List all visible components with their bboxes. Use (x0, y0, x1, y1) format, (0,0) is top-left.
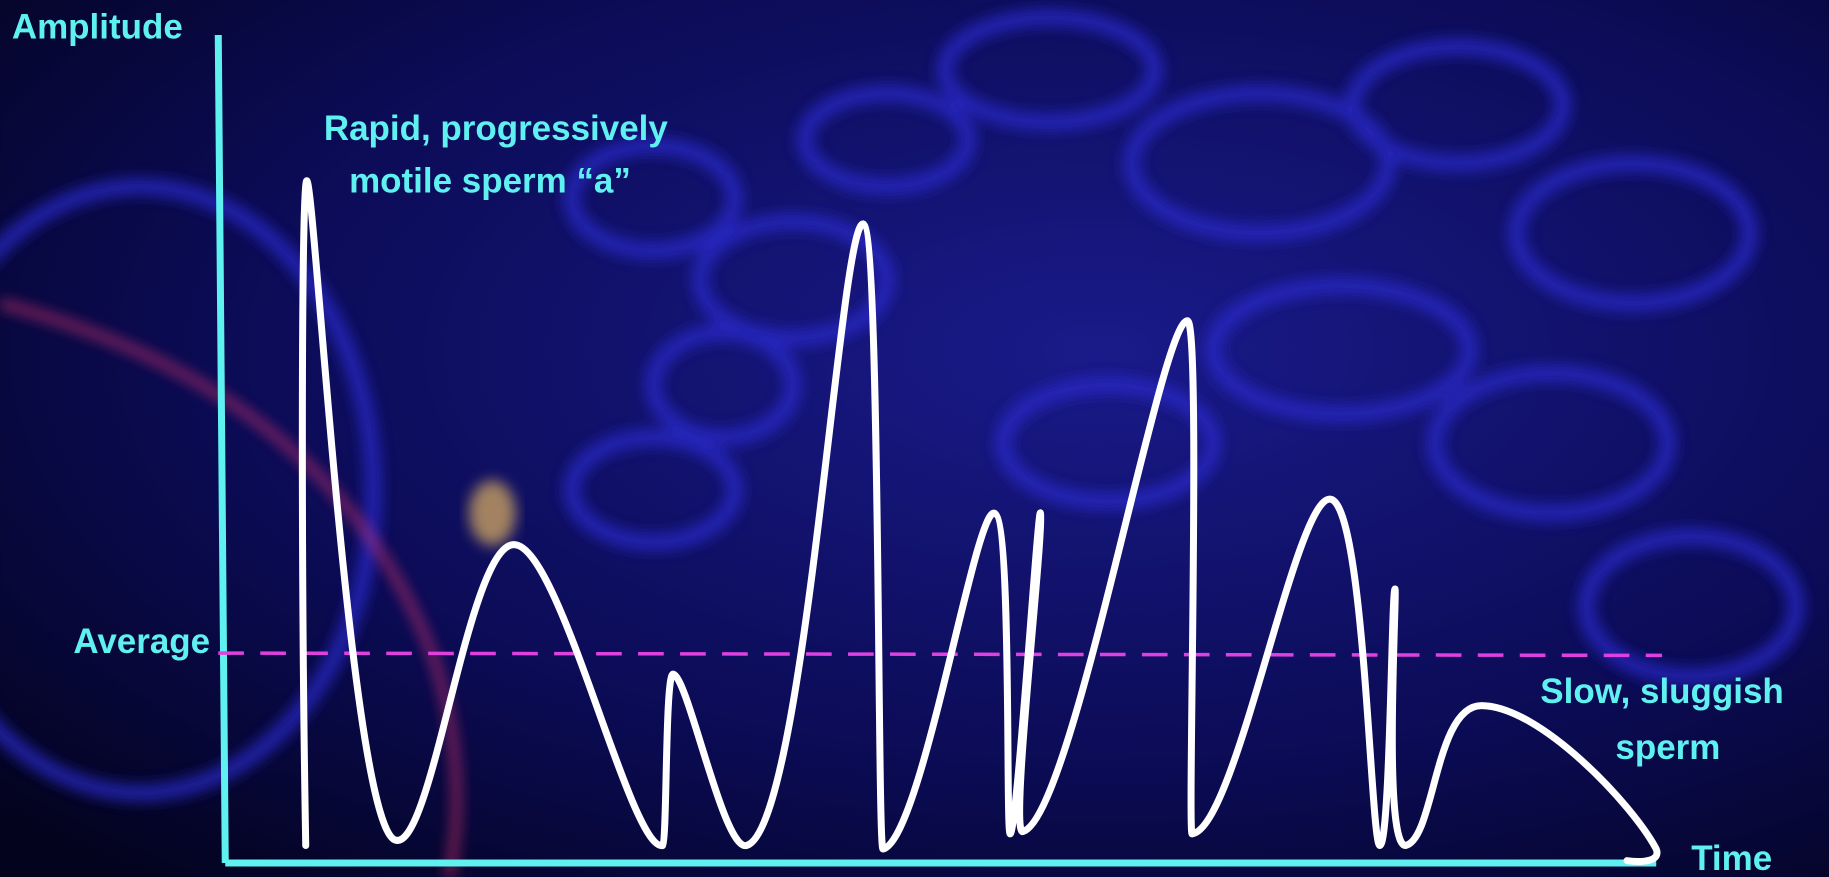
annotation-line: motile sperm “a” (349, 161, 631, 200)
page: Amplitude Time Average Rapid, progressiv… (0, 0, 1829, 877)
annotation-line: Slow, sluggish (1540, 672, 1784, 711)
average-line (218, 653, 1662, 655)
y-axis-label: Amplitude (12, 7, 183, 46)
annotation-line: Rapid, progressively (324, 109, 669, 148)
background-glow (469, 480, 516, 545)
x-axis-label: Time (1691, 839, 1772, 877)
annotation-line: sperm (1615, 728, 1720, 767)
average-label: Average (73, 622, 210, 661)
diagram: Amplitude Time Average Rapid, progressiv… (0, 0, 1829, 877)
